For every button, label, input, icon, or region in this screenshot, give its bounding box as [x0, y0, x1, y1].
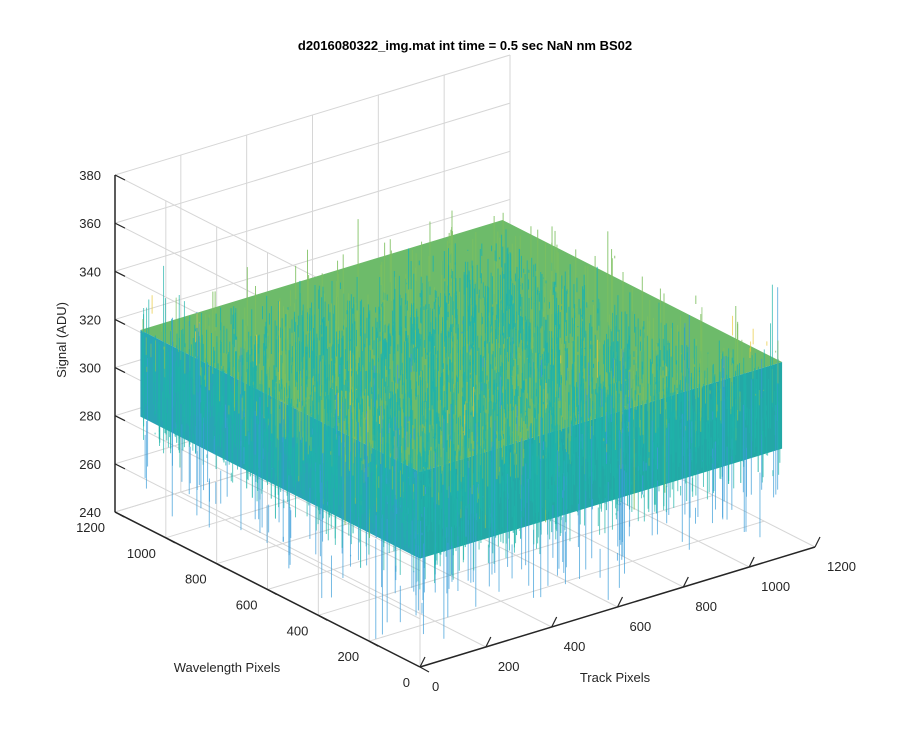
z-tick-mark	[114, 222, 126, 229]
z-tick-mark	[114, 511, 126, 518]
y-tick-mark	[419, 666, 430, 673]
y-axis-label: Wavelength Pixels	[174, 660, 281, 675]
chart-title: d2016080322_img.mat int time = 0.5 sec N…	[298, 38, 632, 53]
y-tick-label-6: 1200	[76, 520, 105, 535]
y-tick-mark	[368, 640, 379, 647]
z-axis-label: Signal (ADU)	[54, 302, 69, 378]
z-tick-label-0: 240	[79, 505, 101, 520]
z-tick-label-2: 280	[79, 409, 101, 424]
z-tick-label-1: 260	[79, 457, 101, 472]
y-tick-mark	[267, 588, 277, 596]
x-tick-label-0: 0	[432, 679, 439, 694]
z-tick-mark	[114, 318, 126, 325]
x-tick-mark	[419, 656, 426, 668]
z-tick-label-4: 320	[79, 312, 101, 327]
y-tick-label-0: 0	[403, 675, 410, 690]
x-tick-label-2: 400	[564, 639, 586, 654]
x-tick-mark	[748, 556, 755, 568]
x-tick-label-5: 1000	[761, 579, 790, 594]
x-tick-mark	[682, 576, 689, 588]
x-tick-label-1: 200	[498, 659, 520, 674]
x-tick-mark	[616, 596, 624, 608]
z-tick-mark	[114, 463, 126, 470]
z-tick-mark	[114, 174, 126, 181]
grid-line-x-floor-1	[180, 491, 487, 648]
y-tick-label-4: 800	[185, 572, 207, 587]
x-axis-label: Track Pixels	[580, 670, 651, 685]
y-tick-mark	[318, 614, 328, 621]
z-tick-label-3: 300	[79, 361, 101, 376]
x-tick-mark	[551, 616, 558, 628]
y-tick-label-1: 200	[337, 649, 359, 664]
x-tick-mark	[485, 636, 492, 648]
z-tick-mark	[114, 270, 126, 277]
y-tick-mark	[165, 537, 176, 544]
x-tick-label-4: 800	[695, 599, 717, 614]
x-tick-label-6: 1200	[827, 559, 856, 574]
axis-lines	[114, 174, 821, 673]
grid-line-x-floor-2	[246, 471, 552, 628]
x-tick-mark	[814, 536, 821, 548]
y-tick-label-2: 400	[287, 623, 309, 638]
z-tick-label-5: 340	[79, 264, 101, 279]
z-tick-label-7: 380	[79, 168, 101, 183]
y-tick-label-5: 1000	[127, 546, 156, 561]
y-tick-mark	[216, 563, 226, 570]
z-tick-label-6: 360	[79, 216, 101, 231]
y-tick-label-3: 600	[236, 598, 258, 613]
z-tick-mark	[114, 367, 126, 374]
tick-labels: 0 200 400 600 800 1000 1200 0 200 400 600 800 1000 12…	[76, 168, 856, 694]
surface-mesh	[140, 210, 783, 639]
x-tick-label-3: 600	[630, 619, 652, 634]
z-tick-mark	[114, 415, 126, 422]
